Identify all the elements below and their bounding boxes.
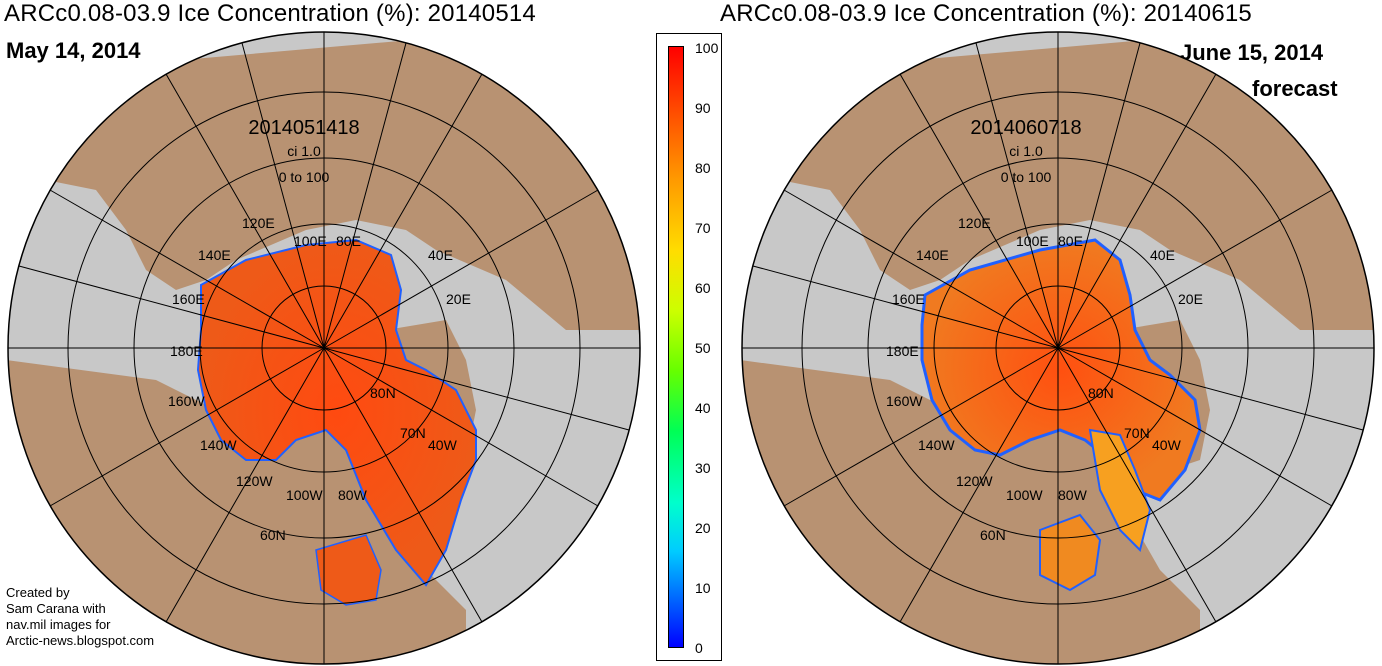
lat-label-60n: 60N <box>980 527 1006 543</box>
lon-label-160w: 160W <box>886 393 923 409</box>
lon-label-160e: 160E <box>892 291 925 307</box>
colorbar-tick: 60 <box>695 280 711 296</box>
lon-label-160w: 160W <box>168 393 205 409</box>
lon-label-80w: 80W <box>338 487 368 503</box>
colorbar-tick: 90 <box>695 100 711 116</box>
lon-label-140w: 140W <box>200 437 237 453</box>
credit-line: nav.mil images for <box>6 617 111 632</box>
lat-label-80n: 80N <box>1088 385 1114 401</box>
left-date-label: May 14, 2014 <box>6 38 141 63</box>
graticule <box>742 32 1374 664</box>
left-polar-map: 2014051418 ci 1.0 0 to 100 120E 100E 80E… <box>6 30 642 666</box>
lon-label-120e: 120E <box>958 215 991 231</box>
lat-label-70n: 70N <box>400 425 426 441</box>
lon-label-120w: 120W <box>956 473 993 489</box>
colorbar-tick: 40 <box>695 400 711 416</box>
lon-label-160e: 160E <box>172 291 205 307</box>
concentration-colorbar: 100 90 80 70 60 50 40 30 20 10 0 <box>656 33 722 661</box>
lat-label-70n: 70N <box>1124 425 1150 441</box>
credit-line: Arctic-news.blogspot.com <box>6 633 155 648</box>
credit-line: Sam Carana with <box>6 601 106 616</box>
credit-text: Created by Sam Carana with nav.mil image… <box>6 585 196 649</box>
colorbar-tick: 30 <box>695 460 711 476</box>
sea-ice-area <box>920 238 1202 502</box>
lon-label-140w: 140W <box>918 437 955 453</box>
colorbar-tick: 20 <box>695 520 711 536</box>
sea-ice-hudson <box>315 534 382 606</box>
right-stamp: 2014060718 <box>970 117 1081 139</box>
colorbar-tick: 10 <box>695 580 711 596</box>
lon-label-20e: 20E <box>446 291 471 307</box>
right-range: 0 to 100 <box>1001 169 1052 185</box>
colorbar-tick: 0 <box>695 640 703 656</box>
lon-label-140e: 140E <box>198 247 231 263</box>
lon-label-100w: 100W <box>1006 487 1043 503</box>
lon-label-40e: 40E <box>428 247 453 263</box>
lon-label-20e: 20E <box>1178 291 1203 307</box>
right-map-title: ARCc0.08-03.9 Ice Concentration (%): 201… <box>720 0 1252 27</box>
lon-label-120w: 120W <box>236 473 273 489</box>
right-ci: ci 1.0 <box>1009 143 1043 159</box>
credit-line: Created by <box>6 585 70 600</box>
colorbar-tick: 100 <box>695 40 719 56</box>
lon-label-100e: 100E <box>294 233 327 249</box>
graticule <box>8 32 640 664</box>
lon-label-40w: 40W <box>1152 437 1182 453</box>
colorbar-tick: 70 <box>695 220 711 236</box>
lon-label-80e: 80E <box>1058 233 1083 249</box>
lon-label-140e: 140E <box>916 247 949 263</box>
left-stamp: 2014051418 <box>248 117 359 139</box>
lon-label-100w: 100W <box>286 487 323 503</box>
lon-label-80w: 80W <box>1058 487 1088 503</box>
left-map-title: ARCc0.08-03.9 Ice Concentration (%): 201… <box>4 0 536 27</box>
right-polar-map: 2014060718 ci 1.0 0 to 100 120E 100E 80E… <box>740 30 1376 666</box>
sea-ice-area <box>196 238 477 587</box>
lon-label-180e: 180E <box>886 343 919 359</box>
lon-label-180e: 180E <box>170 343 203 359</box>
lon-label-40w: 40W <box>428 437 458 453</box>
lat-label-80n: 80N <box>370 385 396 401</box>
lon-label-120e: 120E <box>242 215 275 231</box>
sea-ice-baffin <box>1088 428 1152 552</box>
colorbar-ramp <box>668 46 684 648</box>
colorbar-tick: 80 <box>695 160 711 176</box>
lon-label-80e: 80E <box>336 233 361 249</box>
forecast-label: forecast <box>1252 76 1338 101</box>
left-range: 0 to 100 <box>279 169 330 185</box>
left-ci: ci 1.0 <box>287 143 321 159</box>
right-date-label: June 15, 2014 <box>1180 40 1324 65</box>
lat-label-60n: 60N <box>260 527 286 543</box>
colorbar-tick: 50 <box>695 340 711 356</box>
sea-ice-hudson <box>1039 513 1102 592</box>
lon-label-40e: 40E <box>1150 247 1175 263</box>
lon-label-100e: 100E <box>1016 233 1049 249</box>
